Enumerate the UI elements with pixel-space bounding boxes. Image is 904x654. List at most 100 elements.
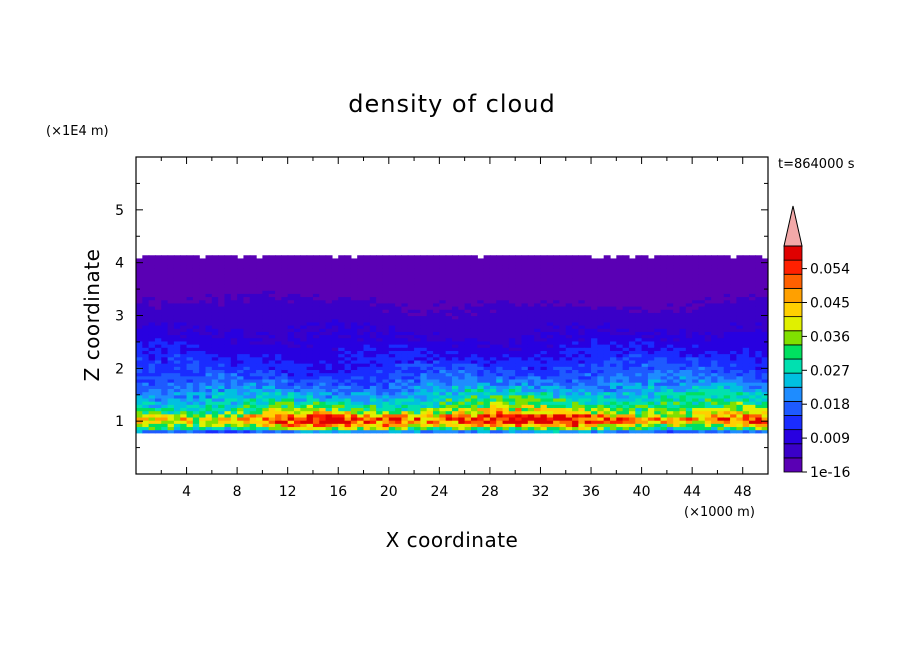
heatmap-cell <box>597 429 605 434</box>
heatmap-cell <box>654 363 662 367</box>
heatmap-cell <box>161 258 169 263</box>
heatmap-cell <box>452 318 459 323</box>
heatmap-cell <box>256 280 263 285</box>
heatmap-cell <box>616 382 624 386</box>
heatmap-cell <box>458 267 466 272</box>
heatmap-cell <box>540 378 548 383</box>
heatmap-cell <box>647 309 655 313</box>
heatmap-cell <box>635 325 643 329</box>
heatmap-cell <box>603 347 611 351</box>
heatmap-cell <box>685 302 693 307</box>
heatmap-cell <box>350 378 358 383</box>
heatmap-cell <box>294 277 301 282</box>
heatmap-cell <box>325 261 333 266</box>
heatmap-cell <box>464 290 472 294</box>
heatmap-cell <box>294 305 301 310</box>
heatmap-cell <box>578 416 586 421</box>
heatmap-cell <box>142 372 150 377</box>
heatmap-cell <box>660 305 668 310</box>
heatmap-cell <box>205 321 213 326</box>
heatmap-cell <box>312 280 320 285</box>
heatmap-cell <box>597 394 605 399</box>
heatmap-cell <box>679 359 687 364</box>
heatmap-cell <box>572 280 579 285</box>
heatmap-cell <box>527 337 535 342</box>
heatmap-cell <box>180 369 188 374</box>
heatmap-cell <box>199 375 207 380</box>
heatmap-cell <box>306 277 314 282</box>
heatmap-cell <box>439 315 447 320</box>
heatmap-cell <box>161 337 169 342</box>
heatmap-cell <box>433 293 440 298</box>
heatmap-cell <box>698 369 706 374</box>
heatmap-cell <box>521 305 529 310</box>
heatmap-cell <box>540 344 548 348</box>
heatmap-cell <box>508 264 516 269</box>
heatmap-cell <box>641 258 649 263</box>
heatmap-cell <box>527 404 535 409</box>
heatmap-cell <box>167 286 175 291</box>
heatmap-cell <box>452 264 459 269</box>
heatmap-cell <box>180 296 188 301</box>
heatmap-cell <box>597 397 605 402</box>
heatmap-cell <box>230 388 238 393</box>
heatmap-cell <box>388 344 396 348</box>
heatmap-cell <box>565 426 573 431</box>
heatmap-cell <box>363 372 371 377</box>
heatmap-cell <box>256 410 263 415</box>
heatmap-cell <box>407 325 415 329</box>
heatmap-cell <box>350 290 358 294</box>
heatmap-cell <box>572 363 579 367</box>
heatmap-cell <box>363 267 371 272</box>
heatmap-cell <box>647 382 655 386</box>
heatmap-cell <box>439 363 447 367</box>
heatmap-cell <box>521 312 529 317</box>
heatmap-cell <box>211 344 219 348</box>
heatmap-cell <box>414 410 421 415</box>
heatmap-cell <box>610 280 617 285</box>
heatmap-cell <box>591 423 598 428</box>
heatmap-cell <box>483 385 491 390</box>
heatmap-cell <box>540 375 548 380</box>
heatmap-cell <box>584 404 592 409</box>
heatmap-cell <box>692 293 700 298</box>
heatmap-cell <box>679 334 687 339</box>
heatmap-cell <box>445 264 453 269</box>
heatmap-cell <box>458 391 466 396</box>
heatmap-cell <box>559 258 567 263</box>
heatmap-cell <box>395 423 403 428</box>
heatmap-cell <box>546 258 554 263</box>
heatmap-cell <box>218 271 226 275</box>
heatmap-cell <box>489 299 497 304</box>
heatmap-cell <box>616 391 624 396</box>
heatmap-cell <box>502 261 510 266</box>
heatmap-cell <box>603 267 611 272</box>
heatmap-cell <box>439 420 447 424</box>
heatmap-cell <box>319 356 327 361</box>
heatmap-cell <box>515 353 523 358</box>
heatmap-cell <box>369 350 377 355</box>
heatmap-cell <box>508 293 516 298</box>
heatmap-cell <box>142 267 150 272</box>
heatmap-cell <box>591 404 598 409</box>
heatmap-cell <box>433 340 440 345</box>
heatmap-cell <box>464 283 472 288</box>
heatmap-cell <box>186 372 194 377</box>
heatmap-cell <box>167 426 175 431</box>
heatmap-cell <box>647 401 655 405</box>
heatmap-cell <box>597 331 605 336</box>
heatmap-cell <box>470 334 478 339</box>
heatmap-cell <box>515 315 523 320</box>
heatmap-cell <box>464 334 472 339</box>
heatmap-cell <box>407 309 415 313</box>
heatmap-cell <box>641 296 649 301</box>
heatmap-cell <box>376 391 384 396</box>
heatmap-cell <box>477 353 485 358</box>
heatmap-cell <box>673 296 681 301</box>
heatmap-cell <box>496 397 504 402</box>
heatmap-cell <box>572 347 579 351</box>
heatmap-cell <box>331 337 339 342</box>
heatmap-cell <box>205 388 213 393</box>
heatmap-cell <box>553 385 561 390</box>
heatmap-cell <box>458 423 466 428</box>
